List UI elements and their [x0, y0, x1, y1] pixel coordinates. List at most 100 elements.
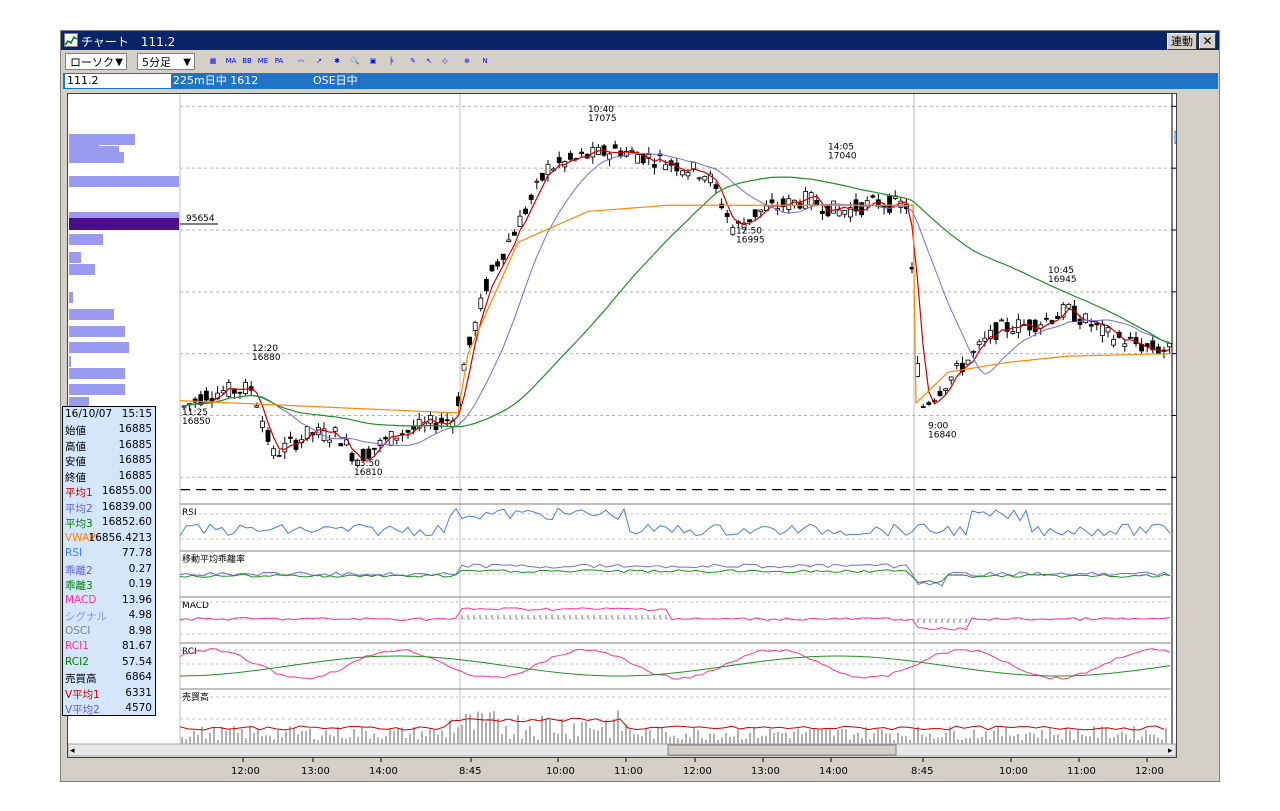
deviation2-line — [179, 563, 1171, 587]
symbol-field[interactable]: 111.2 — [65, 74, 171, 88]
candle-body — [265, 430, 271, 442]
data-panel-row: VWAP 16856.4213 — [63, 532, 155, 547]
data-panel-label: RCI2 — [65, 655, 89, 668]
interval-value: 5分足 — [142, 56, 171, 69]
data-panel-row: シグナル 4.98 — [63, 609, 155, 624]
candle-body — [1083, 313, 1088, 323]
candle-body — [1066, 303, 1072, 309]
chart-icon[interactable]: ▦ — [209, 57, 217, 65]
pen-icon[interactable]: ✎ — [410, 57, 416, 65]
candle-body — [495, 261, 501, 267]
candle-body — [1100, 323, 1105, 336]
subpanel-title: RSI — [182, 508, 197, 518]
candle-body — [1111, 339, 1116, 346]
volume-profile-bar — [69, 384, 125, 395]
data-panel-row: 乖離3 0.19 — [63, 578, 155, 593]
chart-plot-area[interactable]: 1710017050170001695016900168501680017075… — [62, 93, 1177, 758]
chart-app-icon — [64, 33, 78, 47]
volume-profile-bar — [69, 356, 71, 367]
me-icon[interactable]: ME — [257, 57, 269, 65]
scroll-left-icon: ◂ — [70, 746, 75, 756]
candle-body — [1072, 305, 1077, 322]
time-tick-label: 13:00 — [751, 766, 780, 777]
data-panel-value: 16885 — [118, 469, 152, 482]
candle-body — [752, 209, 758, 218]
annotation-time: 14:05 — [828, 142, 854, 152]
candle-body — [483, 279, 489, 292]
magnify-icon[interactable]: ⊕ — [464, 57, 470, 65]
eraser-icon[interactable]: ◇ — [442, 57, 448, 65]
candle-body — [1010, 331, 1016, 335]
candle-body — [383, 437, 389, 440]
candle-body — [416, 418, 422, 429]
volume-profile-bar — [69, 309, 114, 320]
fib-icon[interactable]: ✱ — [334, 57, 340, 65]
candle-body — [696, 177, 702, 180]
data-panel-value: 0.27 — [128, 562, 152, 575]
volume-profile-peak — [69, 218, 179, 230]
data-panel-label: VWAP — [65, 531, 96, 544]
candle-body — [1055, 316, 1060, 320]
candle-body — [539, 172, 545, 181]
data-panel-value: 16855.00 — [101, 485, 152, 497]
vwap-line — [179, 204, 1173, 414]
interval-select[interactable]: 5分足 ▼ — [137, 53, 195, 70]
draw-icon[interactable]: N — [482, 57, 488, 65]
candle-body — [489, 264, 495, 272]
candle-body — [567, 152, 573, 160]
data-panel-header: 16/10/07 15:15 — [63, 408, 155, 423]
candle-body — [943, 388, 948, 391]
data-panel-value: 6331 — [125, 686, 152, 699]
data-panel-row: 乖離2 0.27 — [63, 563, 155, 578]
data-panel-label: 乖離2 — [65, 564, 93, 577]
data-panel-row: 高値 16885 — [63, 439, 155, 454]
time-tick-label: 12:00 — [683, 766, 712, 777]
contract-label: 225m日中 1612 — [173, 74, 259, 87]
trend-icon[interactable]: ↗ — [316, 57, 322, 65]
data-panel-label: RCI1 — [65, 640, 89, 652]
volume-profile-bar — [69, 134, 135, 145]
grid-icon[interactable]: ╞ — [388, 57, 394, 65]
cursor-icon[interactable]: ↖ — [426, 57, 432, 65]
window-title: チャート 111.2 — [81, 35, 176, 49]
data-panel-row: RSI 77.78 — [63, 547, 155, 562]
time-tick-label: 12:00 — [231, 766, 260, 777]
candle-body — [433, 422, 439, 431]
volume-profile-bar — [69, 292, 73, 303]
candle-body — [713, 184, 719, 189]
chart-type-select[interactable]: ローソク ▼ — [65, 53, 127, 70]
link-button[interactable]: 連動 — [1167, 33, 1197, 50]
data-panel-value: 4570 — [125, 702, 152, 714]
horizontal-scrollbar — [68, 743, 1176, 757]
candle-body — [741, 222, 747, 230]
ma1-line — [183, 149, 1170, 462]
zoom-icon[interactable]: 🔍 — [350, 57, 360, 65]
time-tick-label: 10:00 — [546, 766, 575, 777]
close-button[interactable]: ✕ — [1199, 33, 1216, 49]
candle-body — [545, 163, 551, 175]
candle-body — [237, 391, 243, 394]
annotation-time: 12:20 — [252, 344, 278, 354]
data-panel-label: MACD — [65, 593, 97, 606]
candle-body — [517, 215, 523, 227]
candle-body — [1004, 322, 1010, 332]
settings-icon[interactable]: ▣ — [369, 57, 377, 65]
pa-icon[interactable]: PA — [274, 57, 284, 65]
volume-profile-bar — [69, 264, 95, 275]
bb-icon[interactable]: BB — [242, 57, 252, 65]
candle-body — [870, 195, 876, 198]
candle-body — [243, 382, 249, 394]
scroll-right-icon: ▸ — [1168, 746, 1173, 756]
candle-body — [511, 231, 517, 236]
ma-icon[interactable]: MA — [225, 57, 237, 65]
toolbar: ローソク ▼ 5分足 ▼ ▦ MA BB ME PA 〰 ↗ ✱ 🔍 ▣ ╞ ✎ ↖ ◇ ⊕ N — [61, 51, 1219, 73]
candle-body — [663, 164, 668, 171]
candle-body — [203, 390, 209, 401]
candle-body — [1094, 322, 1100, 326]
data-panel-value: 0.19 — [128, 578, 152, 590]
candle-body — [478, 297, 484, 309]
annotation-price: 17075 — [588, 114, 617, 124]
line-tool-icon[interactable]: 〰 — [297, 57, 305, 65]
data-panel-value: 8.98 — [128, 624, 152, 637]
volume-profile-bar — [69, 252, 81, 263]
